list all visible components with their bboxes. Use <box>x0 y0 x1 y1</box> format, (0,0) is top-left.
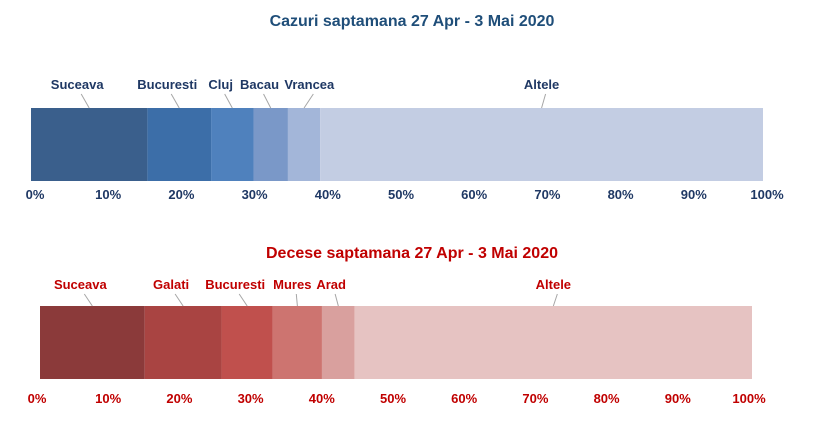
deaths-segment-suceava <box>40 306 145 379</box>
deaths-leader-galati <box>174 293 184 307</box>
cases-tick-label: 80% <box>608 187 634 202</box>
deaths-leader-mures <box>295 293 298 307</box>
deaths-tick-label: 100% <box>732 391 766 406</box>
deaths-tick-label: 80% <box>594 391 620 406</box>
deaths-tick-label: 0% <box>28 391 47 406</box>
deaths-segment-arad <box>321 306 355 379</box>
cases-leader-suceava <box>80 93 90 109</box>
cases-label-suceava: Suceava <box>51 77 105 92</box>
deaths-label-suceava: Suceava <box>54 277 108 292</box>
cases-leader-bucuresti <box>170 93 180 109</box>
cases-leader-cluj <box>224 93 233 109</box>
deaths-segment-galati <box>144 306 222 379</box>
deaths-segment-bucuresti <box>221 306 273 379</box>
deaths-label-bucuresti: Bucuresti <box>205 277 265 292</box>
cases-leader-bacau <box>263 93 272 109</box>
deaths-segment-mures <box>272 306 322 379</box>
cases-segment-altele <box>320 108 763 181</box>
deaths-label-arad: Arad <box>316 277 346 292</box>
cases-tick-label: 60% <box>461 187 487 202</box>
cases-tick-label: 10% <box>95 187 121 202</box>
deaths-tick-label: 90% <box>665 391 691 406</box>
cases-tick-label: 40% <box>315 187 341 202</box>
cases-tick-label: 90% <box>681 187 707 202</box>
deaths-chart-title: Decese saptamana 27 Apr - 3 Mai 2020 <box>266 245 558 262</box>
deaths-label-mures: Mures <box>273 277 311 292</box>
cases-label-cluj: Cluj <box>208 77 233 92</box>
cases-segment-bacau <box>253 108 288 181</box>
deaths-tick-label: 20% <box>166 391 192 406</box>
deaths-tick-label: 30% <box>238 391 264 406</box>
cases-tick-label: 50% <box>388 187 414 202</box>
cases-tick-label: 100% <box>750 187 784 202</box>
deaths-leader-bucuresti <box>238 293 248 307</box>
deaths-chart: Decese saptamana 27 Apr - 3 Mai 2020 Suce… <box>28 245 766 406</box>
deaths-segment-altele <box>354 306 752 379</box>
cases-label-vrancea: Vrancea <box>284 77 335 92</box>
cases-tick-label: 30% <box>242 187 268 202</box>
cases-tick-label: 70% <box>534 187 560 202</box>
deaths-tick-label: 40% <box>309 391 335 406</box>
deaths-tick-label: 60% <box>451 391 477 406</box>
deaths-tick-label: 10% <box>95 391 121 406</box>
deaths-tick-label: 50% <box>380 391 406 406</box>
cases-tick-label: 0% <box>26 187 45 202</box>
cases-tick-label: 20% <box>168 187 194 202</box>
cases-segment-cluj <box>211 108 254 181</box>
deaths-tick-label: 70% <box>522 391 548 406</box>
cases-segment-suceava <box>31 108 148 181</box>
cases-leader-altele <box>541 93 547 109</box>
cases-chart: Cazuri saptamana 27 Apr - 3 Mai 2020 Suce… <box>26 13 784 202</box>
deaths-label-altele: Altele <box>536 277 571 292</box>
cases-segment-vrancea <box>287 108 321 181</box>
cases-chart-title: Cazuri saptamana 27 Apr - 3 Mai 2020 <box>270 13 555 30</box>
deaths-leader-altele <box>552 293 558 307</box>
deaths-label-galati: Galati <box>153 277 189 292</box>
cases-label-bucuresti: Bucuresti <box>137 77 197 92</box>
cases-leader-vrancea <box>303 93 314 109</box>
cases-label-bacau: Bacau <box>240 77 279 92</box>
deaths-leader-arad <box>334 293 339 307</box>
cases-segment-bucuresti <box>147 108 212 181</box>
cases-label-altele: Altele <box>524 77 559 92</box>
deaths-leader-suceava <box>83 293 93 307</box>
